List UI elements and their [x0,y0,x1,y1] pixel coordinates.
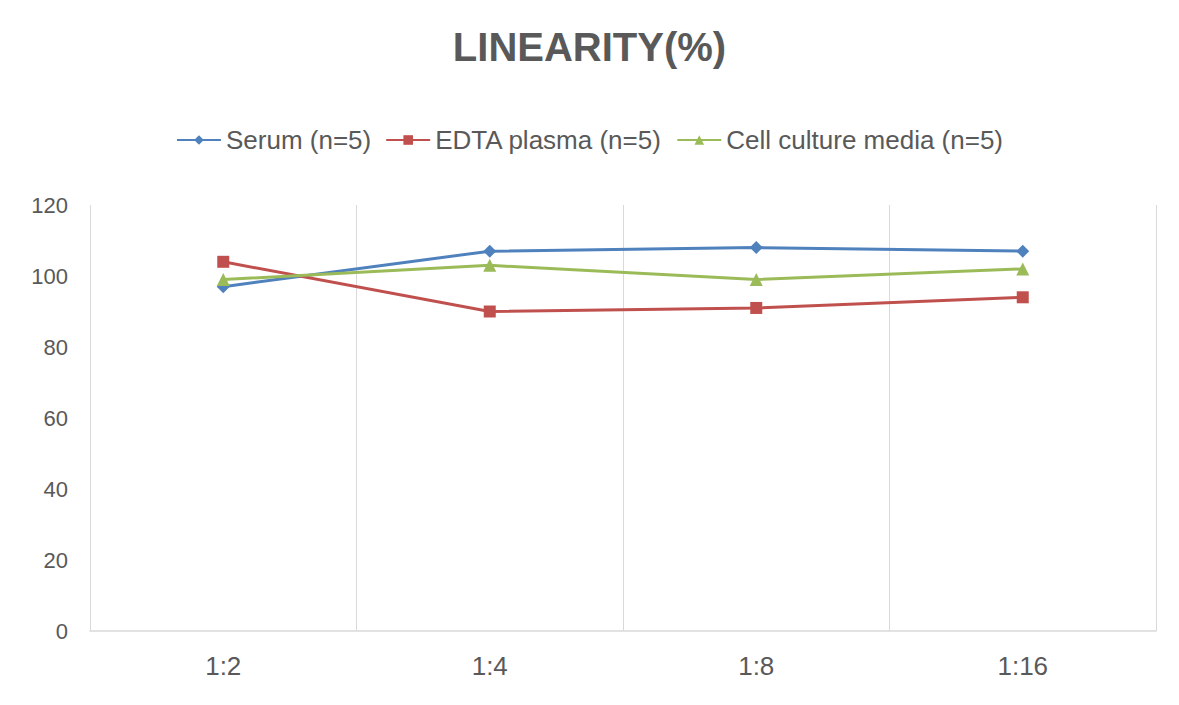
svg-text:40: 40 [44,477,68,502]
svg-text:1:16: 1:16 [997,651,1048,681]
svg-text:LINEARITY(%): LINEARITY(%) [453,25,726,69]
svg-text:20: 20 [44,548,68,573]
svg-text:1:8: 1:8 [738,651,774,681]
svg-text:Cell culture media (n=5): Cell culture media (n=5) [726,125,1003,155]
svg-text:1:4: 1:4 [472,651,508,681]
svg-text:100: 100 [31,264,68,289]
svg-text:0: 0 [56,619,68,644]
svg-text:EDTA plasma (n=5): EDTA plasma (n=5) [435,125,661,155]
svg-text:Serum (n=5): Serum (n=5) [226,125,371,155]
svg-text:80: 80 [44,335,68,360]
svg-text:1:2: 1:2 [205,651,241,681]
svg-text:60: 60 [44,406,68,431]
svg-text:120: 120 [31,193,68,218]
